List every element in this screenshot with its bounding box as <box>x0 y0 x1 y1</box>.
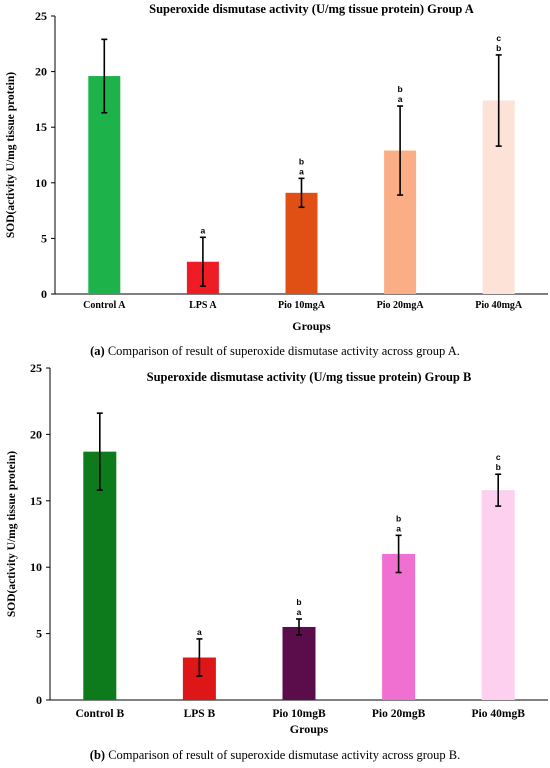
chart-b-y-tick-label: 10 <box>30 560 42 574</box>
chart-a-y-tick-label: 15 <box>35 120 47 134</box>
chart-b-significance-letter: a <box>197 627 202 637</box>
chart-b-title: Superoxide dismutase activity (U/mg tiss… <box>147 370 472 384</box>
chart-b-y-tick-label: 20 <box>30 427 42 441</box>
chart-b-bar <box>382 553 416 700</box>
chart-b-y-label: SOD(activity U/mg tissue protein) <box>6 451 18 617</box>
chart-b-category-label: Control B <box>75 708 124 720</box>
chart-b-significance-letter: a <box>297 607 302 617</box>
chart-b-y-tick-label: 25 <box>30 361 42 375</box>
chart-b-bar <box>282 626 316 700</box>
chart-a-y-tick-label: 20 <box>35 65 47 79</box>
chart-b-category-label: Pio 40mgB <box>472 708 526 720</box>
chart-b-significance-letter: c <box>496 452 501 462</box>
caption-b-label: (b) <box>89 748 106 762</box>
chart-b-bar <box>83 451 117 700</box>
chart-a-category-label: Control A <box>83 300 126 311</box>
chart-b-significance-letter: a <box>396 523 401 533</box>
chart-b-y-tick-label: 15 <box>30 494 42 508</box>
chart-a-title: Superoxide dismutase activity (U/mg tiss… <box>149 2 474 16</box>
chart-a-significance-letter: c <box>496 33 501 43</box>
chart-a-y-label: SOD(activity U/mg tissue protein) <box>5 72 17 238</box>
chart-b-category-label: LPS B <box>184 708 216 720</box>
chart-a-y-tick-label: 25 <box>35 9 47 23</box>
chart-a-significance-letter: b <box>397 84 402 94</box>
caption-a: (a) Comparison of result of superoxide d… <box>0 344 550 359</box>
chart-a-y-tick-label: 0 <box>41 287 47 301</box>
chart-a-bar <box>285 192 318 294</box>
chart-a-category-label: Pio 10mgA <box>278 300 326 311</box>
chart-b-significance-letter: b <box>296 597 301 607</box>
caption-b: (b) Comparison of result of superoxide d… <box>0 748 550 763</box>
chart-a-x-label: Groups <box>292 319 331 333</box>
chart-a-significance-letter: a <box>299 166 304 176</box>
chart-a-significance-letter: a <box>201 225 206 235</box>
chart-b-y-tick-label: 5 <box>36 627 42 641</box>
chart-b-significance-letter: b <box>496 462 501 472</box>
chart-a-significance-letter: a <box>398 94 403 104</box>
chart-a-y-tick-label: 5 <box>41 231 47 245</box>
caption-a-label: (a) <box>90 344 105 358</box>
chart-a-category-label: Pio 40mgA <box>475 300 523 311</box>
chart-b-significance-letter: b <box>396 513 401 523</box>
chart-b-x-label: Groups <box>290 722 329 736</box>
chart-b-y-tick-label: 0 <box>36 693 42 707</box>
chart-a-category-label: Pio 20mgA <box>377 300 425 311</box>
caption-b-text: Comparison of result of superoxide dismu… <box>105 748 461 762</box>
chart-a-y-tick-label: 10 <box>35 176 47 190</box>
chart-b-category-label: Pio 10mgB <box>272 708 326 720</box>
chart-a-category-label: LPS A <box>189 300 217 311</box>
chart-a-significance-letter: b <box>496 43 501 53</box>
chart-b-category-label: Pio 20mgB <box>372 708 426 720</box>
caption-a-text: Comparison of result of superoxide dismu… <box>104 344 460 358</box>
chart-b-bar <box>481 490 515 700</box>
chart-a-significance-letter: b <box>299 156 304 166</box>
